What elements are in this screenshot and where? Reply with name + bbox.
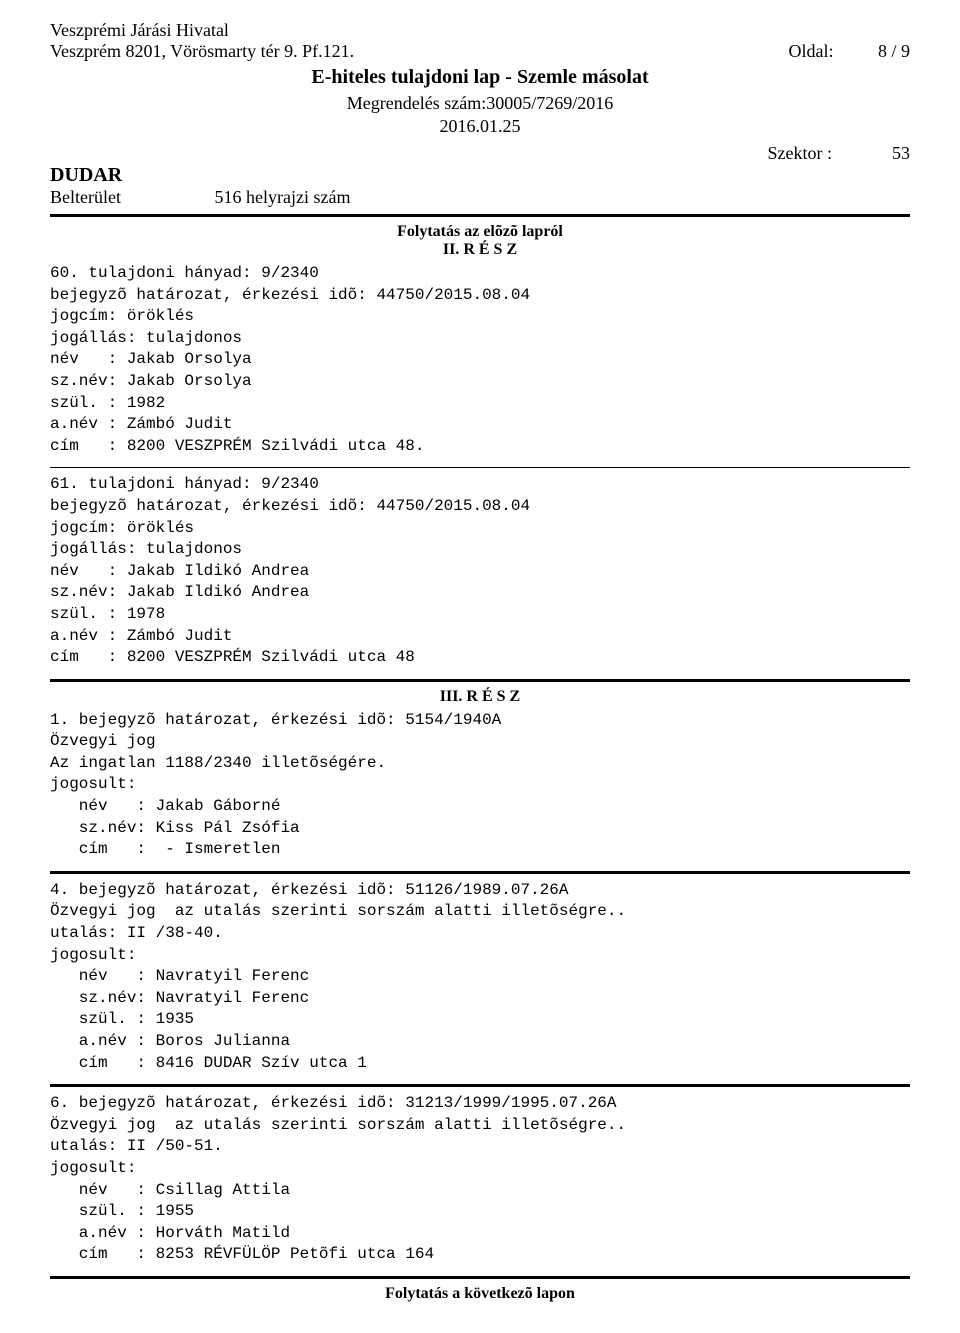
szektor-value: 53 bbox=[892, 143, 910, 164]
szektor-label: Szektor : bbox=[768, 143, 833, 164]
continuation-prev: Folytatás az elõzõ lapról bbox=[50, 223, 910, 241]
office-name: Veszprémi Járási Hivatal bbox=[50, 20, 910, 41]
entry-iii-1: 1. bejegyzõ határozat, érkezési idõ: 515… bbox=[50, 710, 910, 861]
office-address: Veszprém 8201, Vörösmarty tér 9. Pf.121. bbox=[50, 41, 354, 62]
document-title: E-hiteles tulajdoni lap - Szemle másolat bbox=[50, 66, 910, 89]
continuation-next: Folytatás a következõ lapon bbox=[50, 1285, 910, 1303]
entry-61: 61. tulajdoni hányad: 9/2340 bejegyzõ ha… bbox=[50, 474, 910, 668]
order-number: Megrendelés szám:30005/7269/2016 bbox=[50, 93, 910, 114]
entry-iii-4: 4. bejegyzõ határozat, érkezési idõ: 511… bbox=[50, 880, 910, 1074]
divider bbox=[50, 214, 910, 217]
entry-60: 60. tulajdoni hányad: 9/2340 bejegyzõ ha… bbox=[50, 263, 910, 457]
page-number: 8 / 9 bbox=[878, 41, 910, 61]
belterulet-label: Belterület bbox=[50, 187, 210, 208]
section-iii-header: III. R É S Z bbox=[50, 688, 910, 706]
document-date: 2016.01.25 bbox=[50, 116, 910, 137]
divider bbox=[50, 679, 910, 682]
hrsz-value: 516 helyrajzi szám bbox=[215, 187, 351, 207]
settlement-name: DUDAR bbox=[50, 164, 910, 187]
divider bbox=[50, 467, 910, 468]
section-ii-header: II. R É S Z bbox=[50, 241, 910, 259]
entry-iii-6: 6. bejegyzõ határozat, érkezési idõ: 312… bbox=[50, 1093, 910, 1266]
divider bbox=[50, 871, 910, 874]
page-label: Oldal: bbox=[788, 41, 833, 61]
divider bbox=[50, 1276, 910, 1279]
divider bbox=[50, 1084, 910, 1087]
